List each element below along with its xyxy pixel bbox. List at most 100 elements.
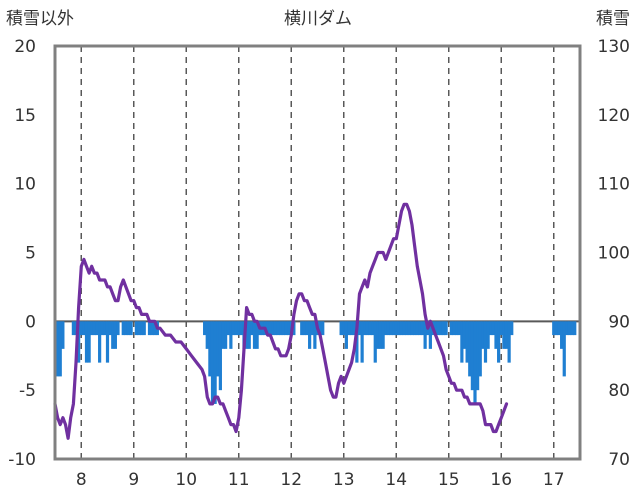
bar-12	[95, 321, 99, 336]
bar-126	[470, 321, 474, 391]
bar-45	[234, 321, 238, 336]
line-series-path	[53, 202, 509, 440]
bar-84	[357, 321, 362, 336]
bar-18	[111, 321, 115, 349]
bar-79	[344, 321, 348, 349]
bar-10	[90, 321, 94, 336]
bar-105	[413, 321, 417, 336]
bar-137	[499, 321, 503, 336]
bar-53	[255, 321, 259, 349]
bar-28	[142, 321, 146, 336]
bar-46	[237, 321, 241, 336]
bar-62	[279, 321, 283, 336]
bar-114	[436, 321, 440, 336]
bar-115	[439, 321, 443, 336]
bar-65	[287, 321, 291, 336]
bar-38	[216, 321, 220, 377]
bar-97	[392, 321, 396, 336]
line-series	[53, 202, 509, 440]
bar-81	[350, 321, 354, 336]
bar-133	[489, 321, 493, 336]
bar-64	[284, 321, 288, 336]
x-tick-15: 15	[438, 470, 460, 490]
bar-33	[203, 321, 207, 336]
bar-148	[567, 321, 572, 336]
bar-92	[378, 321, 383, 349]
bar-35	[208, 321, 212, 377]
bar-61	[276, 321, 280, 336]
bar-9	[87, 321, 91, 363]
bar-130	[481, 321, 485, 349]
right-tick-90: 90	[608, 312, 630, 332]
left-tick-5: 5	[25, 244, 36, 264]
gridlines	[55, 46, 580, 459]
bar-72	[310, 321, 314, 336]
bar-series	[56, 321, 577, 404]
bar-128	[476, 321, 480, 391]
bar-20	[116, 321, 120, 336]
bar-140	[507, 321, 511, 363]
bar-3	[71, 321, 75, 336]
bar-87	[365, 321, 369, 336]
bar-120	[455, 321, 459, 336]
bar-25	[134, 321, 138, 336]
bar-150	[573, 321, 577, 336]
x-tick-10: 10	[175, 470, 197, 490]
right-tick-labels: 130 120 110 100 90 80 70	[598, 37, 630, 470]
bar-47	[239, 321, 243, 336]
left-axis-title: 積雪以外	[6, 9, 74, 29]
bar-39	[218, 321, 222, 391]
chart-title: 横川ダム	[284, 9, 352, 29]
bar-98	[394, 321, 398, 336]
bar-42	[226, 321, 230, 336]
bar-111	[428, 321, 432, 349]
bar-91	[376, 321, 380, 349]
bar-127	[473, 321, 477, 404]
right-tick-80: 80	[608, 381, 630, 401]
bar-37	[213, 321, 217, 404]
right-tick-120: 120	[598, 106, 630, 126]
x-tick-13: 13	[333, 470, 355, 490]
bar-69	[302, 321, 306, 336]
bar-94	[384, 321, 388, 336]
bar-26	[137, 321, 141, 336]
bar-83	[355, 321, 359, 363]
bar-96	[389, 321, 393, 336]
bar-88	[368, 321, 372, 336]
bar-131	[483, 321, 488, 363]
x-tick-8: 8	[76, 470, 87, 490]
bar-125	[468, 321, 472, 377]
bar-8	[84, 321, 89, 363]
plot-border	[53, 44, 582, 461]
bar-108	[420, 321, 425, 336]
bar-2	[61, 321, 65, 349]
bar-41	[224, 321, 228, 349]
bar-117	[444, 321, 448, 336]
left-tick-labels: 20 15 10 5 0 -5 -10	[8, 37, 36, 470]
bar-31	[153, 321, 157, 336]
bar-95	[386, 321, 390, 336]
right-tick-100: 100	[598, 244, 630, 264]
bar-75	[318, 321, 322, 336]
left-tick--10: -10	[8, 450, 36, 470]
x-tick-11: 11	[228, 470, 250, 490]
bar-139	[504, 321, 509, 349]
x-tick-9: 9	[128, 470, 139, 490]
bar-5	[77, 321, 81, 363]
bar-68	[300, 321, 304, 336]
bar-118	[449, 321, 453, 336]
right-tick-130: 130	[598, 37, 630, 57]
bar-141	[510, 321, 514, 336]
bar-44	[231, 321, 236, 336]
bar-13	[98, 321, 102, 363]
bar-1	[58, 321, 62, 377]
bar-106	[415, 321, 419, 336]
bar-77	[339, 321, 343, 336]
bar-76	[321, 321, 325, 336]
bar-147	[565, 321, 569, 336]
bar-15	[103, 321, 107, 336]
bar-145	[560, 321, 564, 349]
x-tick-12: 12	[280, 470, 302, 490]
bar-149	[570, 321, 574, 336]
